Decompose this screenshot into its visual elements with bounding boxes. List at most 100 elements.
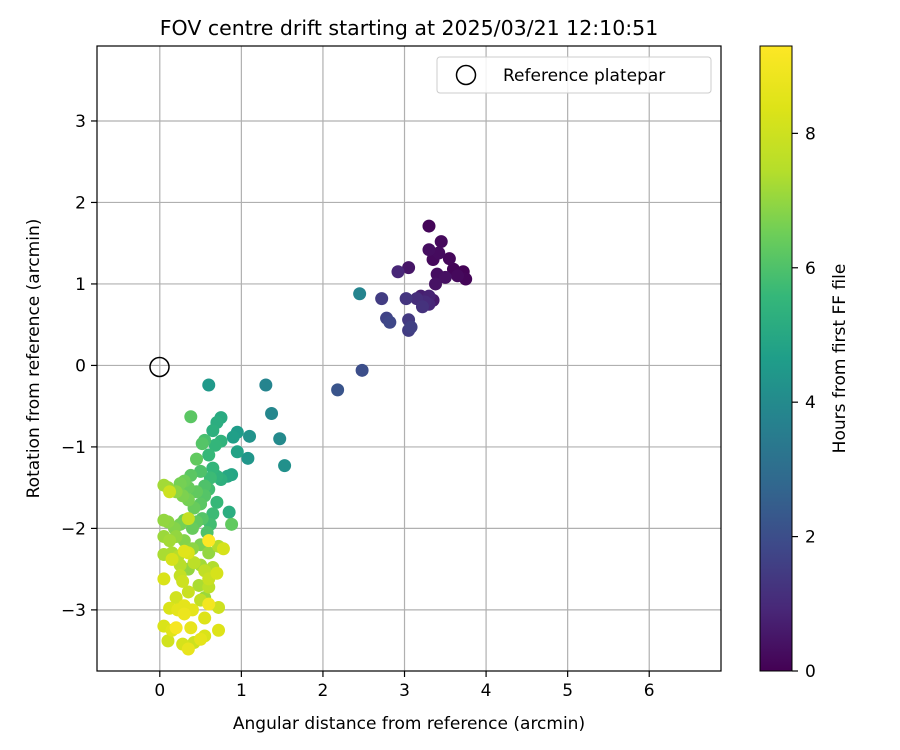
chart-title: FOV centre drift starting at 2025/03/21 … xyxy=(160,16,659,40)
x-axis-ticks: 0 1 2 3 4 5 6 xyxy=(154,671,655,701)
colorbar-ticks: 0 2 4 6 8 xyxy=(792,124,816,682)
data-point xyxy=(202,546,216,560)
data-point xyxy=(161,634,175,648)
data-point xyxy=(432,246,446,260)
data-point xyxy=(206,507,220,521)
colorbar-tick-label: 2 xyxy=(805,528,816,548)
data-point xyxy=(422,219,436,233)
data-point xyxy=(442,252,456,266)
data-point xyxy=(265,407,279,421)
data-point xyxy=(190,452,204,466)
y-tick-label: 3 xyxy=(75,112,86,132)
colorbar-tick-label: 4 xyxy=(805,393,816,413)
data-point xyxy=(216,542,230,556)
data-point xyxy=(241,451,255,465)
data-point xyxy=(157,572,171,586)
data-point xyxy=(169,591,183,605)
colorbar-tick-label: 8 xyxy=(805,124,816,144)
data-point xyxy=(399,292,413,306)
data-point xyxy=(198,611,212,625)
data-point xyxy=(208,438,222,452)
data-point xyxy=(383,315,397,329)
data-point xyxy=(331,383,345,397)
data-point xyxy=(163,534,177,548)
legend-box xyxy=(436,56,712,94)
data-point xyxy=(202,378,216,392)
data-point xyxy=(273,432,287,446)
data-point xyxy=(404,320,418,334)
data-point xyxy=(278,459,292,473)
data-point xyxy=(185,521,199,535)
data-point xyxy=(222,505,236,519)
data-point xyxy=(194,632,208,646)
data-point xyxy=(181,512,195,526)
data-point xyxy=(195,437,209,451)
data-point xyxy=(176,574,190,588)
data-points xyxy=(157,219,473,656)
x-tick-label: 4 xyxy=(481,681,492,701)
data-point xyxy=(429,277,443,291)
data-point xyxy=(230,445,244,459)
data-point xyxy=(202,534,216,548)
data-point xyxy=(184,410,198,424)
data-point xyxy=(210,566,224,580)
data-point xyxy=(184,621,198,635)
data-point xyxy=(163,485,177,499)
y-axis-ticks: −3 −2 −1 0 1 2 3 xyxy=(61,112,97,621)
data-point xyxy=(212,600,226,614)
data-point xyxy=(402,261,416,275)
colorbar-tick-label: 6 xyxy=(805,259,816,279)
x-tick-label: 1 xyxy=(236,681,247,701)
data-point xyxy=(157,513,171,527)
x-tick-label: 3 xyxy=(399,681,410,701)
data-point xyxy=(355,363,369,377)
data-point xyxy=(243,429,257,443)
data-point xyxy=(192,578,206,592)
data-point xyxy=(194,464,208,478)
data-point xyxy=(210,495,224,509)
x-tick-label: 2 xyxy=(318,681,329,701)
data-point xyxy=(202,597,216,611)
y-tick-label: 1 xyxy=(75,275,86,295)
data-point xyxy=(181,642,195,656)
data-point xyxy=(206,424,220,438)
colorbar-label: Hours from first FF file xyxy=(830,264,850,454)
y-tick-label: −3 xyxy=(61,601,86,621)
data-point xyxy=(434,235,448,249)
x-axis-label: Angular distance from reference (arcmin) xyxy=(233,714,585,734)
data-point xyxy=(451,269,465,283)
legend-label: Reference platepar xyxy=(503,66,665,86)
data-point xyxy=(415,300,429,314)
data-point xyxy=(259,378,273,392)
reference-marker xyxy=(149,356,170,378)
x-tick-label: 0 xyxy=(154,681,165,701)
data-point xyxy=(187,556,201,570)
data-point xyxy=(177,544,191,558)
legend-marker xyxy=(455,64,477,86)
data-point xyxy=(212,623,226,637)
legend: Reference platepar xyxy=(436,56,712,94)
data-point xyxy=(177,607,191,621)
data-point xyxy=(206,461,220,475)
data-point xyxy=(422,243,436,257)
data-point xyxy=(225,517,239,531)
y-tick-label: −2 xyxy=(61,519,86,539)
y-tick-label: 2 xyxy=(75,193,86,213)
colorbar-tick-label: 0 xyxy=(805,662,816,682)
x-tick-label: 6 xyxy=(644,681,655,701)
data-point xyxy=(375,292,389,306)
data-point xyxy=(169,621,183,635)
x-tick-label: 5 xyxy=(562,681,573,701)
data-point xyxy=(391,265,405,279)
plot-frame xyxy=(96,45,722,672)
y-tick-label: −1 xyxy=(61,438,86,458)
data-point xyxy=(181,585,195,599)
data-point xyxy=(202,448,216,462)
colorbar xyxy=(759,45,793,672)
data-point xyxy=(226,430,240,444)
y-axis-label: Rotation from reference (arcmin) xyxy=(24,219,44,499)
grid xyxy=(97,46,721,671)
data-point xyxy=(353,287,367,301)
data-point xyxy=(438,270,452,284)
